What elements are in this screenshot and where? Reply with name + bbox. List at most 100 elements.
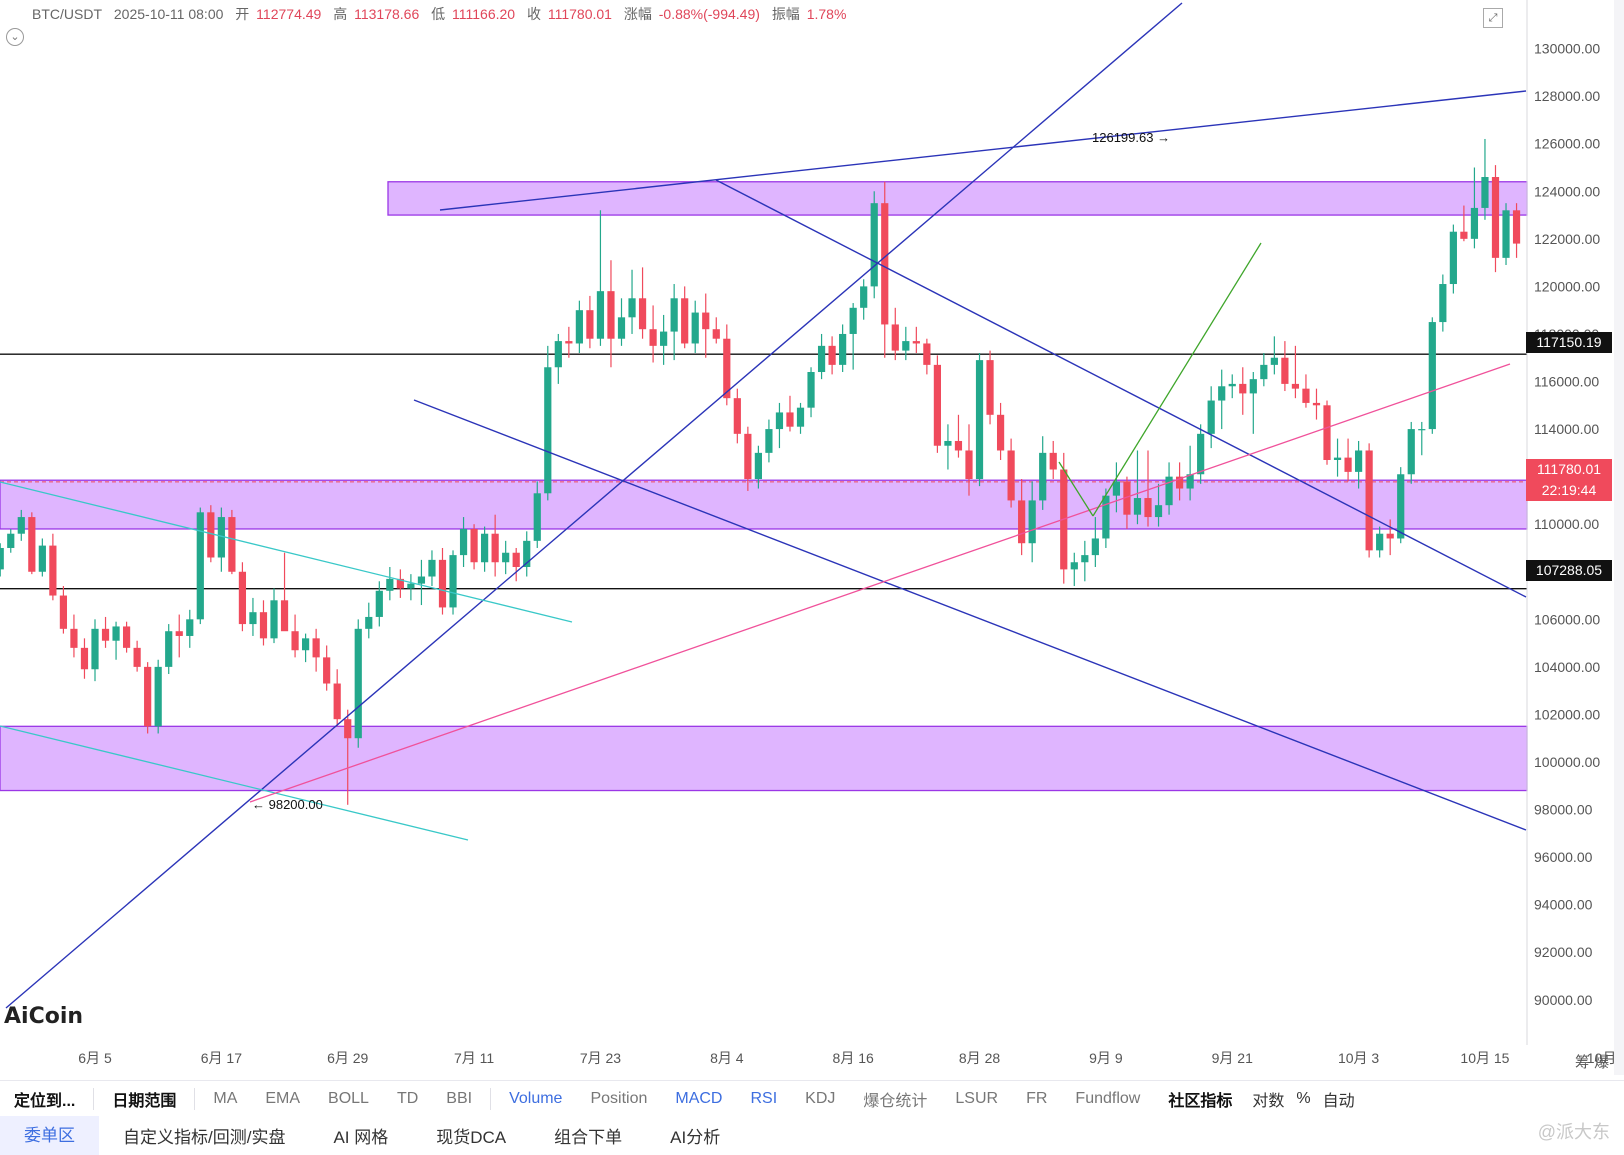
- candle-body[interactable]: [302, 638, 310, 651]
- tab-ai-grid[interactable]: AI 网格: [333, 1128, 389, 1147]
- candle-body[interactable]: [238, 571, 247, 625]
- candle-body[interactable]: [523, 540, 531, 568]
- candle-body[interactable]: [1365, 450, 1373, 551]
- candle-body[interactable]: [17, 517, 25, 534]
- percent-toggle[interactable]: %: [1296, 1090, 1311, 1107]
- corner-labels[interactable]: 筹 爆: [1575, 1054, 1610, 1071]
- candle-body[interactable]: [975, 360, 984, 480]
- candle-body[interactable]: [670, 298, 678, 332]
- candle-body[interactable]: [1386, 533, 1394, 539]
- candle-body[interactable]: [1018, 500, 1026, 544]
- tab-combo-order[interactable]: 组合下单: [554, 1128, 623, 1147]
- candle-body[interactable]: [786, 412, 794, 427]
- candle-body[interactable]: [860, 286, 868, 308]
- candle-body[interactable]: [249, 612, 257, 625]
- candle-body[interactable]: [1175, 476, 1184, 489]
- candle-body[interactable]: [175, 631, 183, 636]
- candle-body[interactable]: [28, 517, 36, 572]
- candle-body[interactable]: [1397, 474, 1405, 539]
- candle-body[interactable]: [270, 600, 278, 639]
- date-range-button[interactable]: 日期范围: [112, 1093, 177, 1110]
- candle-body[interactable]: [1302, 388, 1310, 403]
- scrollbar[interactable]: [1614, 0, 1624, 1075]
- candle-body[interactable]: [154, 666, 162, 727]
- candle-body[interactable]: [912, 341, 920, 344]
- candle-body[interactable]: [481, 533, 489, 563]
- tab-macd[interactable]: MACD: [675, 1090, 723, 1107]
- candle-body[interactable]: [228, 517, 236, 572]
- candle-body[interactable]: [1428, 322, 1436, 430]
- candle-body[interactable]: [1281, 357, 1289, 384]
- candle-body[interactable]: [259, 612, 268, 639]
- candle-body[interactable]: [280, 600, 289, 632]
- candle-body[interactable]: [712, 329, 720, 339]
- candle-body[interactable]: [1260, 364, 1268, 380]
- candle-body[interactable]: [744, 433, 752, 480]
- candle-body[interactable]: [586, 310, 594, 339]
- candle-body[interactable]: [1312, 402, 1321, 406]
- tab-boll[interactable]: BOLL: [328, 1090, 369, 1107]
- candle-body[interactable]: [512, 552, 520, 568]
- tab-spot-dca[interactable]: 现货DCA: [436, 1128, 507, 1147]
- candle-body[interactable]: [660, 331, 668, 346]
- candle-body[interactable]: [491, 533, 499, 563]
- candle-body[interactable]: [902, 341, 910, 351]
- candle-body[interactable]: [1039, 452, 1047, 501]
- tab-ma[interactable]: MA: [213, 1090, 238, 1107]
- candle-body[interactable]: [933, 364, 941, 446]
- candle-body[interactable]: [554, 341, 562, 368]
- candle-body[interactable]: [681, 298, 689, 344]
- candle-body[interactable]: [1470, 207, 1479, 239]
- candle-body[interactable]: [596, 291, 605, 339]
- candle-body[interactable]: [954, 440, 963, 451]
- candle-body[interactable]: [965, 450, 973, 480]
- candle-body[interactable]: [438, 559, 447, 608]
- candle-body[interactable]: [575, 310, 583, 344]
- candle-body[interactable]: [333, 683, 341, 720]
- locate-button[interactable]: 定位到...: [14, 1093, 76, 1110]
- candle-body[interactable]: [144, 666, 152, 727]
- tab-td[interactable]: TD: [396, 1090, 419, 1107]
- candle-body[interactable]: [1133, 498, 1142, 515]
- tab-fundflow[interactable]: Fundflow: [1075, 1090, 1141, 1107]
- price-chart[interactable]: 126199.63 → ← 98200.00 90000.00 92000.00 94…: [0, 0, 1624, 1075]
- candle-body[interactable]: [1439, 284, 1447, 323]
- candle-body[interactable]: [1502, 210, 1510, 258]
- candle-body[interactable]: [775, 412, 784, 430]
- tab-position[interactable]: Position: [590, 1090, 648, 1107]
- candle-body[interactable]: [1007, 450, 1015, 501]
- candle-body[interactable]: [1228, 383, 1236, 387]
- candle-body[interactable]: [839, 333, 847, 365]
- candle-body[interactable]: [870, 203, 878, 287]
- candle-body[interactable]: [133, 647, 141, 667]
- candle-body[interactable]: [344, 719, 352, 739]
- candle-body[interactable]: [1165, 476, 1173, 506]
- candle-body[interactable]: [1355, 450, 1363, 472]
- candle-body[interactable]: [165, 631, 173, 667]
- candle-body[interactable]: [891, 324, 899, 351]
- candle-body[interactable]: [1239, 383, 1247, 394]
- candle-body[interactable]: [617, 317, 626, 339]
- candle-body[interactable]: [1270, 357, 1278, 365]
- candle-body[interactable]: [723, 338, 731, 399]
- candle-body[interactable]: [0, 547, 4, 570]
- candle-body[interactable]: [1291, 383, 1300, 389]
- candle-body[interactable]: [365, 616, 373, 629]
- candle-body[interactable]: [1512, 210, 1521, 244]
- candle-body[interactable]: [607, 291, 615, 339]
- candle-body[interactable]: [375, 590, 383, 617]
- candle-body[interactable]: [533, 493, 541, 541]
- candle-body[interactable]: [1418, 429, 1426, 431]
- candle-body[interactable]: [59, 595, 68, 629]
- chevron-down-icon[interactable]: ⌄: [6, 28, 24, 46]
- candle-body[interactable]: [1028, 500, 1036, 544]
- candle-body[interactable]: [407, 583, 415, 589]
- auto-toggle[interactable]: 自动: [1322, 1093, 1355, 1110]
- candle-body[interactable]: [817, 345, 826, 373]
- tab-kdj[interactable]: KDJ: [805, 1090, 836, 1107]
- candle-body[interactable]: [691, 312, 699, 344]
- tab-ema[interactable]: EMA: [265, 1090, 301, 1107]
- candle-body[interactable]: [502, 552, 510, 563]
- candle-body[interactable]: [1207, 400, 1215, 434]
- candle-body[interactable]: [1376, 533, 1384, 551]
